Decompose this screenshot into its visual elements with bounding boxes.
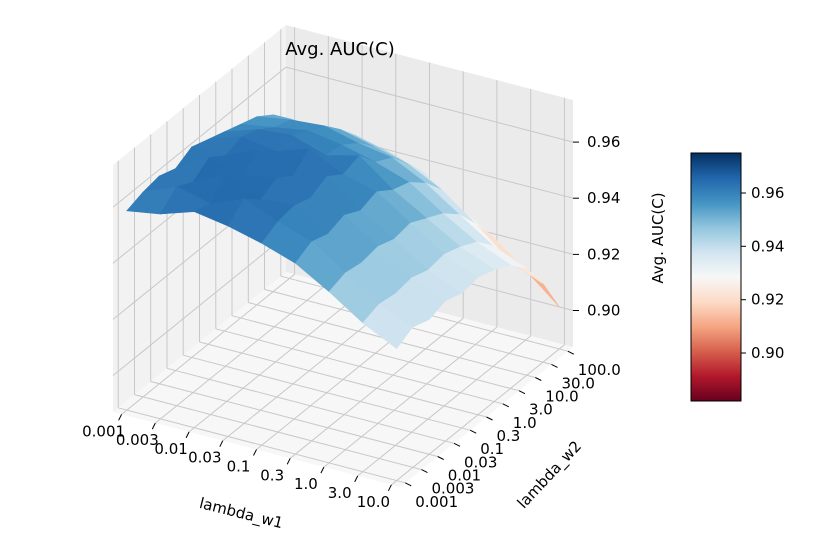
surface-patch (362, 303, 414, 350)
colorbar (690, 152, 742, 402)
y-tick (404, 482, 412, 487)
x-tick-label: 10.0 (357, 493, 390, 511)
x-tick (320, 466, 325, 474)
grid-line (285, 66, 574, 143)
x-tick-label: 0.3 (260, 466, 284, 484)
x-tick-label: 0.01 (154, 440, 187, 458)
grid-line (150, 381, 438, 457)
grid-line (183, 354, 471, 431)
grid-line (112, 66, 287, 208)
z-tick-label: 0.92 (587, 245, 620, 263)
y-tick-label: 0.03 (464, 453, 497, 471)
x-tick (118, 414, 123, 421)
z-axis-label: Avg. AUC(C) (649, 192, 667, 283)
x-tick-label: 0.003 (116, 431, 159, 449)
y-tick (486, 416, 493, 421)
colorbar-tick-label: 0.90 (751, 344, 784, 362)
chart-title: Avg. AUC(C) (285, 39, 394, 60)
x-tick (253, 449, 257, 456)
y-tick (502, 403, 510, 408)
x-tick (219, 440, 224, 447)
grid-line (215, 328, 503, 405)
x-tick (286, 458, 291, 465)
grid-line (112, 235, 287, 376)
y-axis-label: lambda_w2 (514, 437, 586, 513)
colorbar-ticks: 0.90 0.92 0.94 0.96 (741, 184, 784, 362)
y-tick-label: 0.1 (480, 440, 504, 458)
x-axis-label: lambda_w1 (197, 494, 285, 533)
x-tick (354, 475, 359, 483)
x-tick (185, 431, 190, 439)
surface-mesh (126, 114, 560, 350)
y-tick (453, 442, 461, 447)
x-tick-label: 1.0 (294, 475, 318, 493)
grid-line (166, 367, 455, 444)
y-tick (567, 350, 575, 355)
x-tick (151, 422, 156, 430)
y-tick (469, 429, 477, 434)
x-tick (387, 484, 392, 492)
y-tick (535, 377, 542, 381)
colorbar-tick-label: 0.96 (751, 184, 784, 202)
y-tick-label: 0.3 (497, 427, 521, 445)
colorbar-tick-label: 0.92 (751, 291, 784, 309)
y-tick-label: 1.0 (513, 414, 537, 432)
grid-line (199, 341, 487, 418)
y-tick-label: 30.0 (562, 374, 595, 392)
z-tick-label: 0.94 (587, 189, 620, 207)
grid-line (118, 407, 406, 484)
z-tick-label: 0.96 (587, 133, 620, 151)
y-tick (551, 363, 558, 368)
x-tick-label: 0.1 (227, 458, 251, 476)
y-tick-label: 3.0 (529, 401, 553, 419)
y-tick (518, 390, 526, 395)
colorbar-tick-label: 0.94 (751, 237, 784, 255)
y-tick-label: 0.001 (415, 493, 458, 511)
y-tick-label: 100.0 (578, 361, 621, 379)
grid-line (231, 315, 520, 392)
y-tick-label: 10.0 (545, 388, 578, 406)
y-tick (421, 469, 428, 474)
x-tick-label: 0.03 (188, 449, 221, 467)
y-tick-label: 0.01 (448, 467, 481, 485)
z-tick-label: 0.90 (587, 302, 620, 320)
x-tick-label: 0.001 (82, 422, 125, 440)
grid-line (134, 394, 422, 471)
y-tick-label: 0.003 (432, 480, 475, 498)
y-tick (437, 456, 444, 460)
x-tick-label: 3.0 (328, 484, 352, 502)
